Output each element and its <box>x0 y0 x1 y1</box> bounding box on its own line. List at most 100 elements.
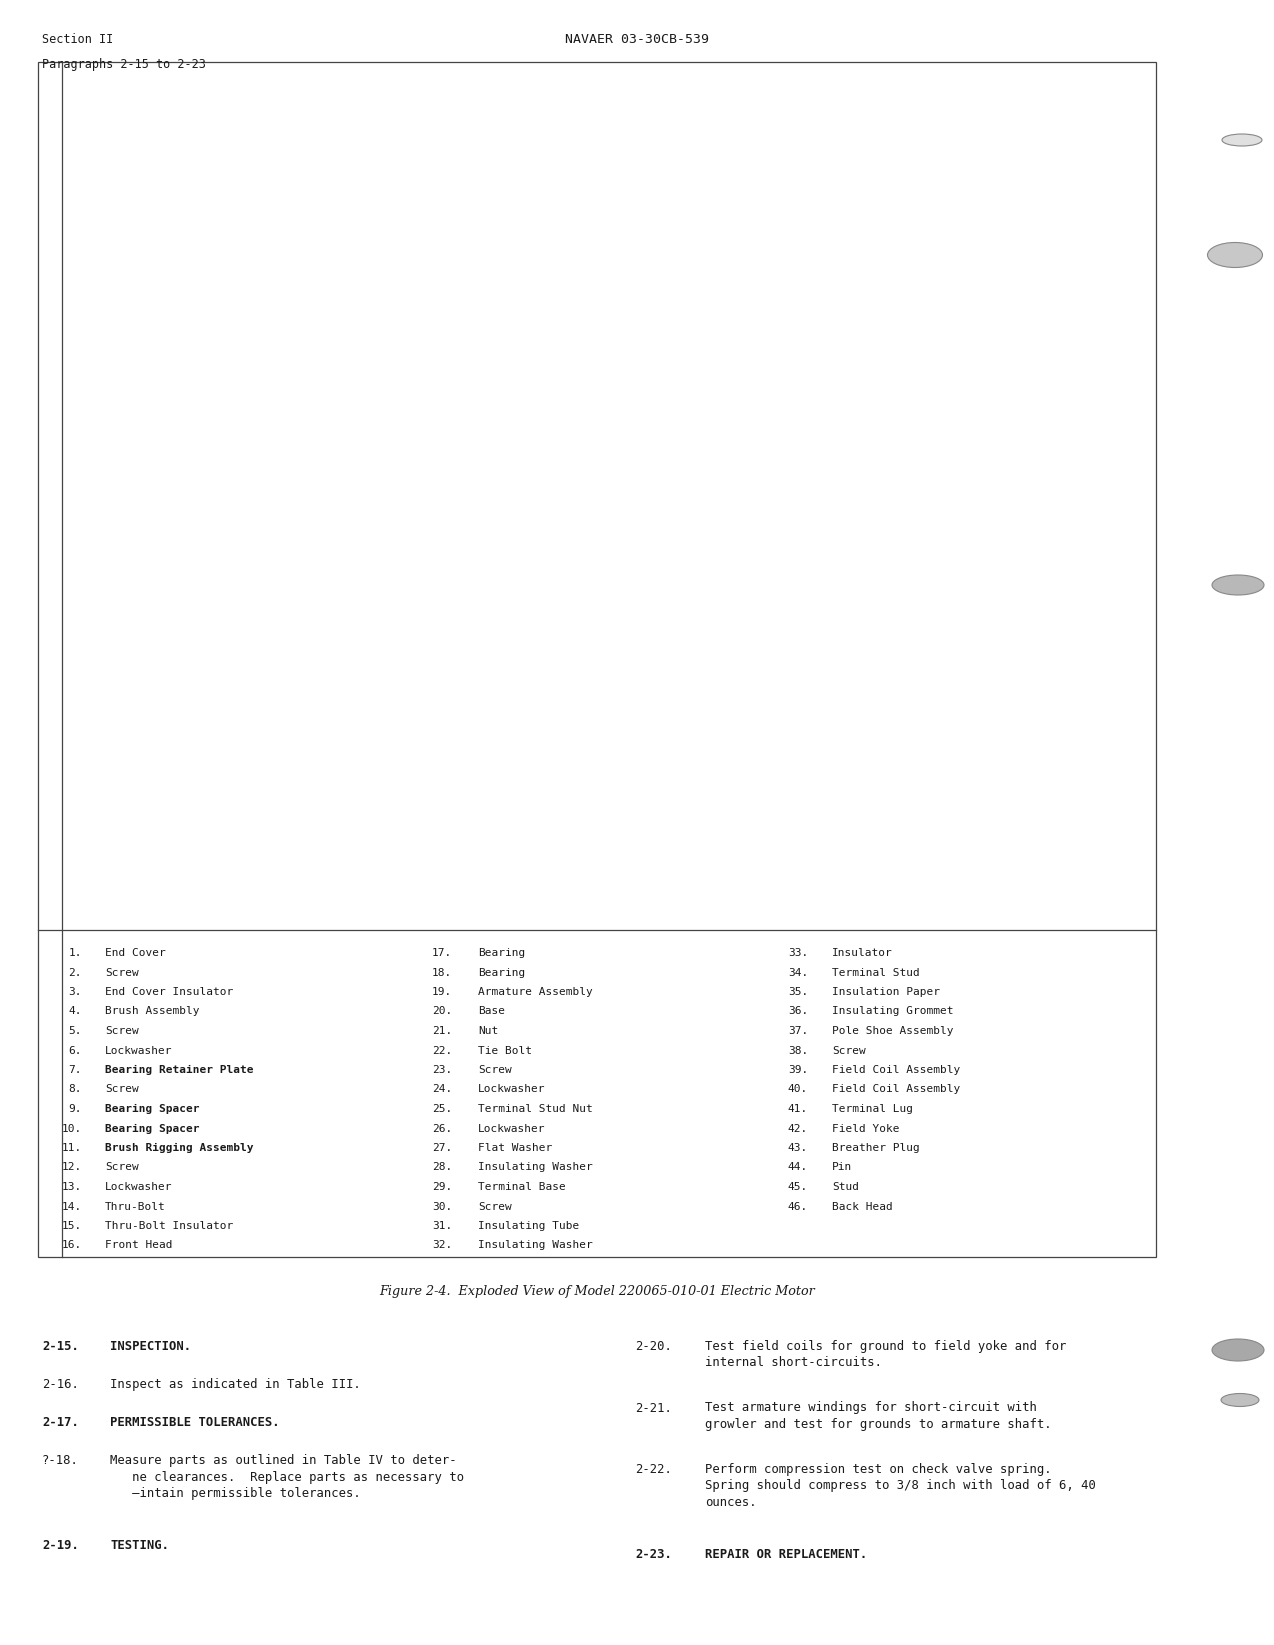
Text: Insulation Paper: Insulation Paper <box>832 987 940 997</box>
Text: PERMISSIBLE TOLERANCES.: PERMISSIBLE TOLERANCES. <box>110 1416 279 1430</box>
Text: TESTING.: TESTING. <box>110 1540 169 1551</box>
Text: 40.: 40. <box>787 1084 808 1094</box>
Text: Tie Bolt: Tie Bolt <box>478 1046 533 1056</box>
Text: Screw: Screw <box>104 1084 139 1094</box>
Text: Lockwasher: Lockwasher <box>104 1183 172 1193</box>
Text: ?-18.: ?-18. <box>42 1454 79 1467</box>
Text: Insulating Washer: Insulating Washer <box>478 1163 592 1173</box>
Text: 16.: 16. <box>61 1240 82 1250</box>
Text: 10.: 10. <box>61 1124 82 1133</box>
Text: Screw: Screw <box>104 1026 139 1036</box>
Text: Base: Base <box>478 1007 505 1017</box>
Text: 13.: 13. <box>61 1183 82 1193</box>
Text: Terminal Stud Nut: Terminal Stud Nut <box>478 1104 592 1114</box>
Text: 42.: 42. <box>787 1124 808 1133</box>
Text: 14.: 14. <box>61 1201 82 1211</box>
Text: Lockwasher: Lockwasher <box>478 1124 545 1133</box>
Text: Terminal Base: Terminal Base <box>478 1183 566 1193</box>
Text: Lockwasher: Lockwasher <box>104 1046 172 1056</box>
Text: Breather Plug: Breather Plug <box>832 1143 920 1153</box>
Bar <box>38 63 1156 1257</box>
Text: 22.: 22. <box>432 1046 452 1056</box>
Text: 11.: 11. <box>61 1143 82 1153</box>
Text: Bearing Spacer: Bearing Spacer <box>104 1124 200 1133</box>
Text: 2-23.: 2-23. <box>634 1548 671 1561</box>
Text: 39.: 39. <box>787 1064 808 1074</box>
Text: 46.: 46. <box>787 1201 808 1211</box>
Text: 27.: 27. <box>432 1143 452 1153</box>
Text: Screw: Screw <box>832 1046 866 1056</box>
Text: 32.: 32. <box>432 1240 452 1250</box>
Text: 17.: 17. <box>432 948 452 957</box>
Text: 38.: 38. <box>787 1046 808 1056</box>
Text: INSPECTION.: INSPECTION. <box>110 1341 191 1352</box>
Text: 28.: 28. <box>432 1163 452 1173</box>
Text: Screw: Screw <box>104 1163 139 1173</box>
Text: NAVAER 03-30CB-539: NAVAER 03-30CB-539 <box>564 33 710 46</box>
Text: End Cover Insulator: End Cover Insulator <box>104 987 233 997</box>
Text: 15.: 15. <box>61 1221 82 1230</box>
Text: 30.: 30. <box>432 1201 452 1211</box>
Text: Brush Assembly: Brush Assembly <box>104 1007 200 1017</box>
Text: Insulator: Insulator <box>832 948 893 957</box>
Text: 24.: 24. <box>432 1084 452 1094</box>
Text: 18.: 18. <box>432 967 452 977</box>
Text: REPAIR OR REPLACEMENT.: REPAIR OR REPLACEMENT. <box>705 1548 868 1561</box>
Text: Inspect as indicated in Table III.: Inspect as indicated in Table III. <box>110 1379 361 1392</box>
Text: Thru-Bolt: Thru-Bolt <box>104 1201 166 1211</box>
Text: Armature Assembly: Armature Assembly <box>478 987 592 997</box>
Text: Pin: Pin <box>832 1163 852 1173</box>
Text: Stud: Stud <box>832 1183 859 1193</box>
Text: Screw: Screw <box>478 1201 512 1211</box>
Text: Paragraphs 2-15 to 2-23: Paragraphs 2-15 to 2-23 <box>42 58 206 71</box>
Text: Bearing: Bearing <box>478 948 525 957</box>
Ellipse shape <box>1208 242 1263 268</box>
Text: 25.: 25. <box>432 1104 452 1114</box>
Text: 37.: 37. <box>787 1026 808 1036</box>
Text: Brush Rigging Assembly: Brush Rigging Assembly <box>104 1143 254 1153</box>
Text: 43.: 43. <box>787 1143 808 1153</box>
Text: Section II: Section II <box>42 33 113 46</box>
Text: Field Yoke: Field Yoke <box>832 1124 899 1133</box>
Text: 23.: 23. <box>432 1064 452 1074</box>
Text: 34.: 34. <box>787 967 808 977</box>
Text: Bearing: Bearing <box>478 967 525 977</box>
Text: Field Coil Assembly: Field Coil Assembly <box>832 1064 961 1074</box>
Text: Screw: Screw <box>104 967 139 977</box>
Text: 4.: 4. <box>69 1007 82 1017</box>
Text: Back Head: Back Head <box>832 1201 893 1211</box>
Text: 2.: 2. <box>69 967 82 977</box>
Ellipse shape <box>1212 576 1264 595</box>
Text: Field Coil Assembly: Field Coil Assembly <box>832 1084 961 1094</box>
Text: Lockwasher: Lockwasher <box>478 1084 545 1094</box>
Text: 9.: 9. <box>69 1104 82 1114</box>
Text: 2-21.: 2-21. <box>634 1402 671 1415</box>
Text: 8.: 8. <box>69 1084 82 1094</box>
Text: 7.: 7. <box>69 1064 82 1074</box>
Ellipse shape <box>1212 1339 1264 1360</box>
Text: 6.: 6. <box>69 1046 82 1056</box>
Text: 29.: 29. <box>432 1183 452 1193</box>
Text: Bearing Retainer Plate: Bearing Retainer Plate <box>104 1064 254 1076</box>
Text: Pole Shoe Assembly: Pole Shoe Assembly <box>832 1026 953 1036</box>
Text: Front Head: Front Head <box>104 1240 172 1250</box>
Text: Insulating Tube: Insulating Tube <box>478 1221 580 1230</box>
Text: Perform compression test on check valve spring.
Spring should compress to 3/8 in: Perform compression test on check valve … <box>705 1462 1096 1508</box>
Ellipse shape <box>1220 1393 1259 1406</box>
Text: Test field coils for ground to field yoke and for
internal short-circuits.: Test field coils for ground to field yok… <box>705 1341 1066 1370</box>
Text: Nut: Nut <box>478 1026 498 1036</box>
Text: 31.: 31. <box>432 1221 452 1230</box>
Text: 2-16.: 2-16. <box>42 1379 79 1392</box>
Text: 2-20.: 2-20. <box>634 1341 671 1352</box>
Text: 36.: 36. <box>787 1007 808 1017</box>
Text: 35.: 35. <box>787 987 808 997</box>
Text: Bearing Spacer: Bearing Spacer <box>104 1104 200 1114</box>
Text: 2-15.: 2-15. <box>42 1341 79 1352</box>
Text: 12.: 12. <box>61 1163 82 1173</box>
Text: 19.: 19. <box>432 987 452 997</box>
Text: Test armature windings for short-circuit with
growler and test for grounds to ar: Test armature windings for short-circuit… <box>705 1402 1051 1431</box>
Text: 26.: 26. <box>432 1124 452 1133</box>
Text: Thru-Bolt Insulator: Thru-Bolt Insulator <box>104 1221 233 1230</box>
Text: 2-17.: 2-17. <box>42 1416 79 1430</box>
Text: 45.: 45. <box>787 1183 808 1193</box>
